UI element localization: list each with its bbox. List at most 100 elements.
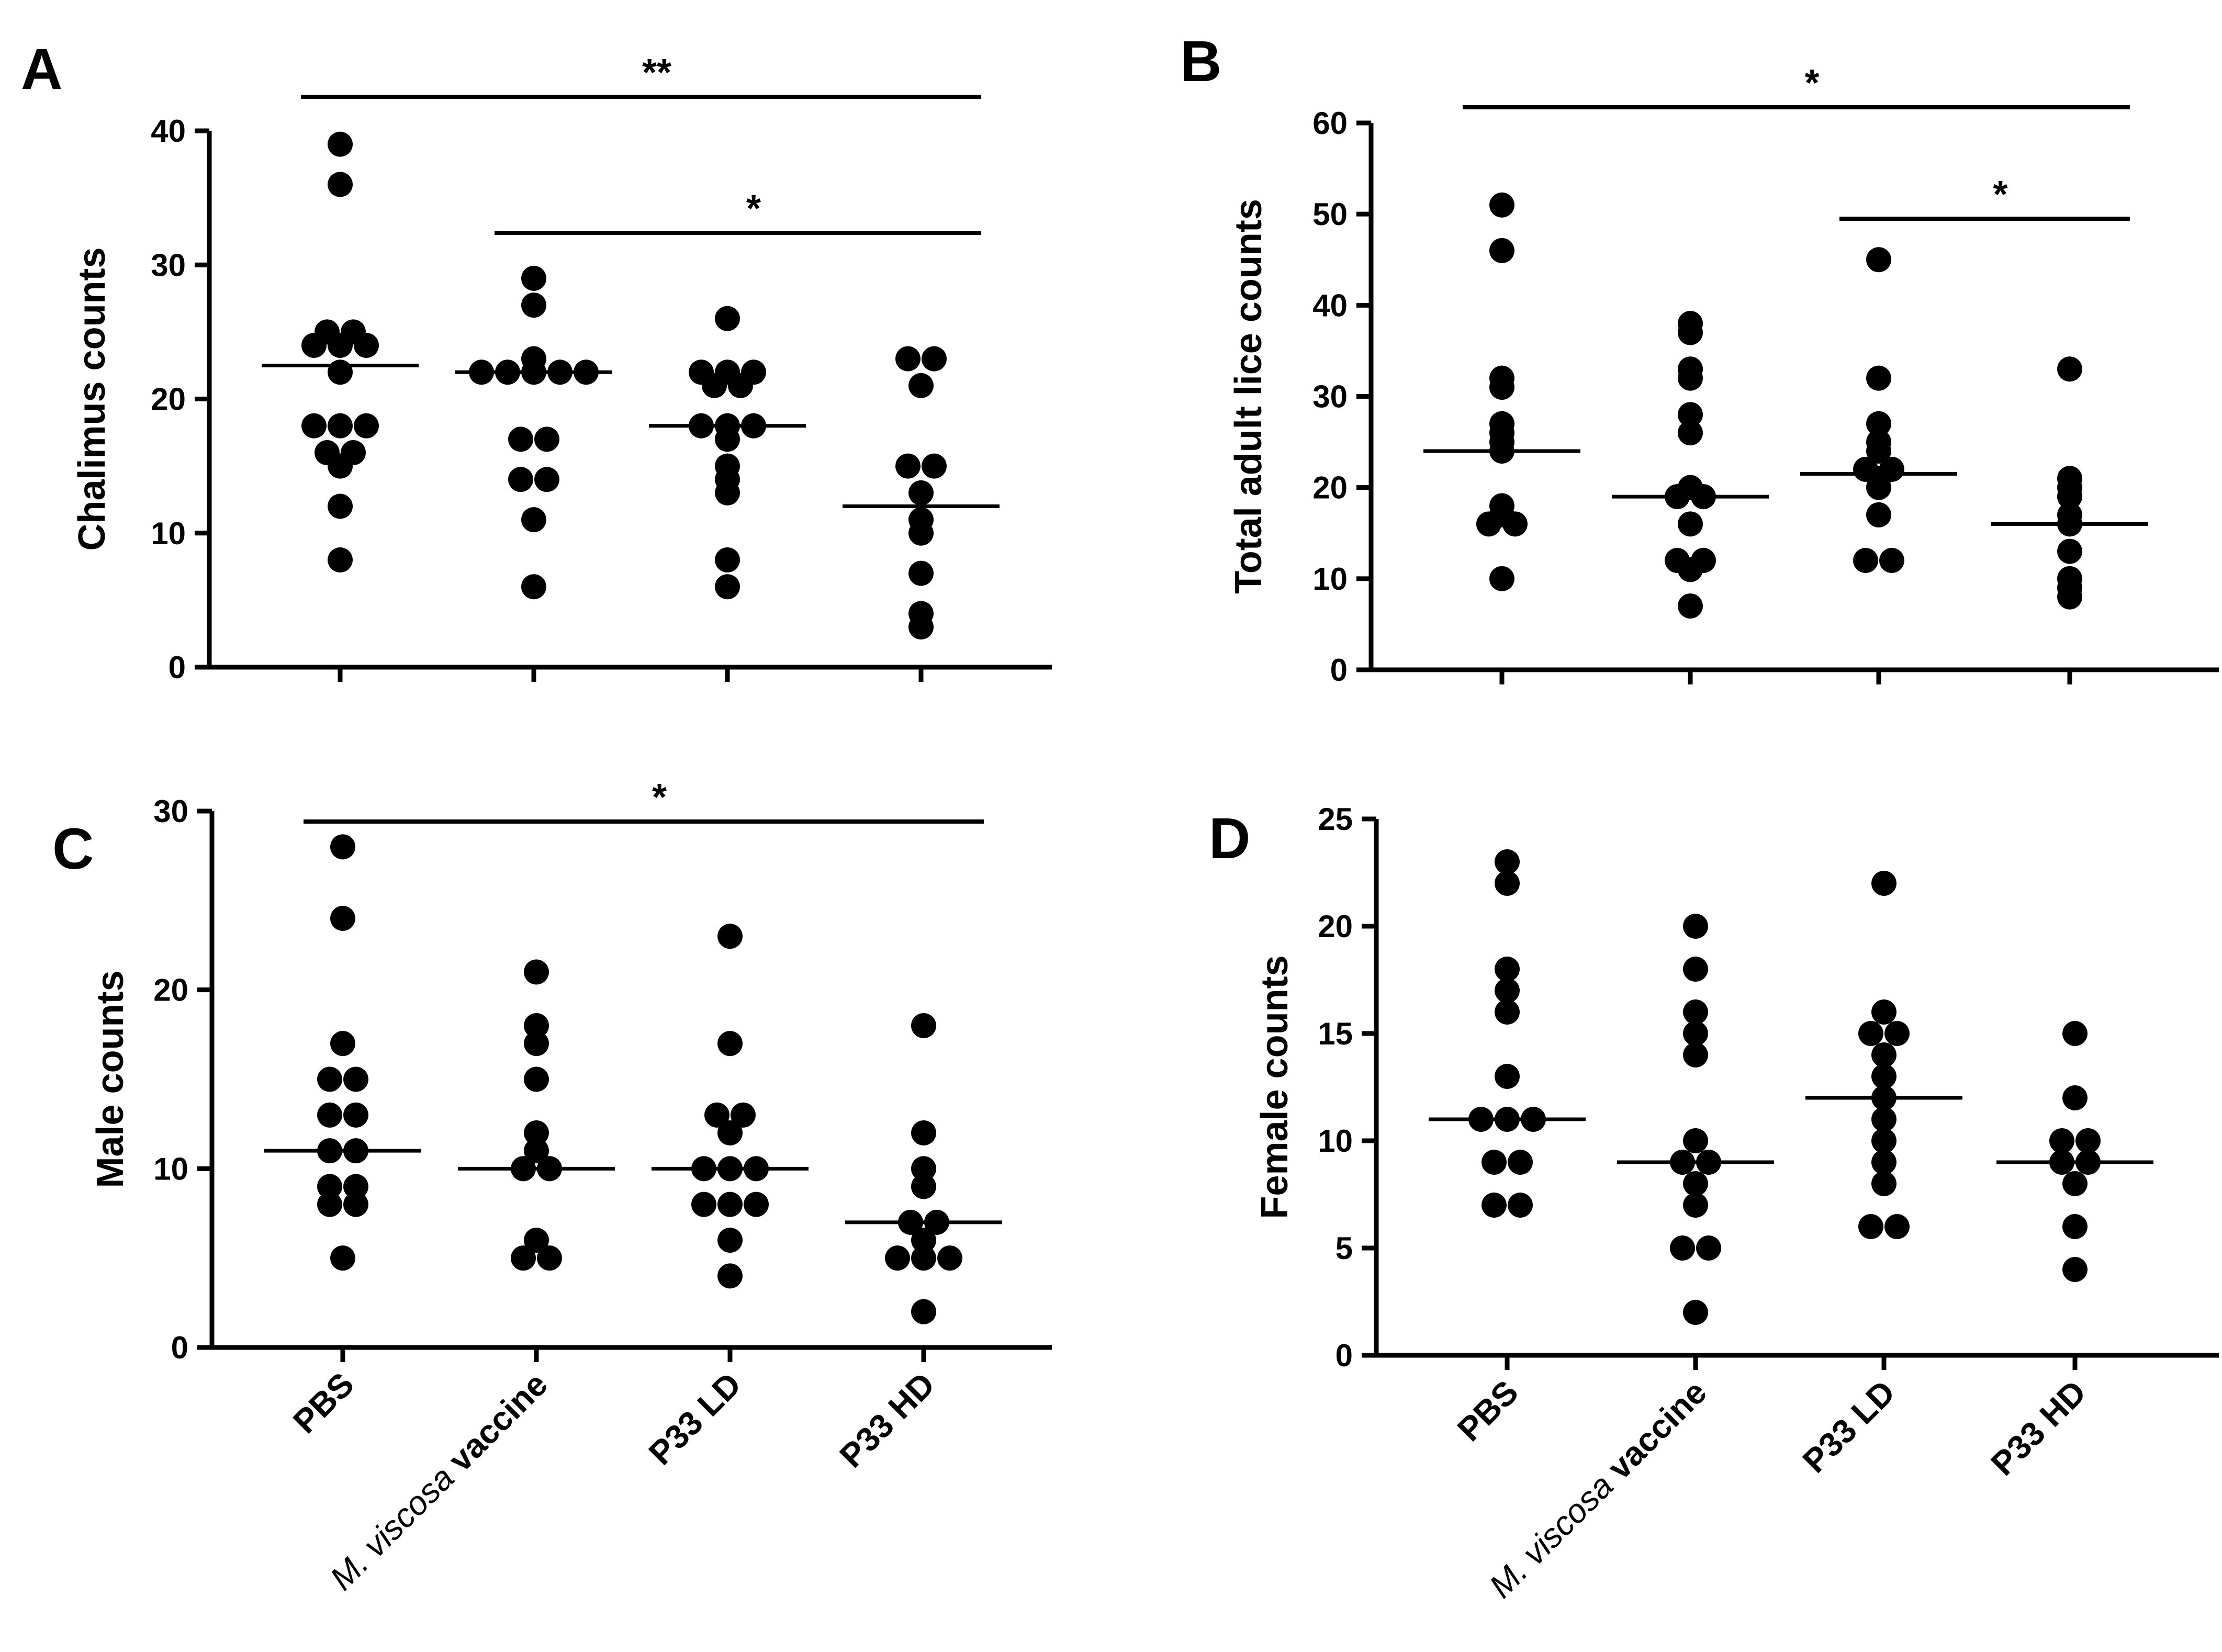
data-point <box>343 1066 368 1092</box>
data-point <box>2049 1128 2074 1153</box>
x-category-label: P33 LD <box>642 1365 748 1472</box>
data-point <box>922 346 947 372</box>
y-axis-title: Total adult lice counts <box>1228 199 1270 594</box>
data-point <box>534 467 559 492</box>
data-point <box>895 453 921 479</box>
y-tick-label: 0 <box>171 1330 188 1365</box>
data-point <box>744 1192 769 1217</box>
data-point <box>1489 493 1514 519</box>
category-label-suffix: vaccine <box>1600 1373 1714 1487</box>
data-point <box>1678 511 1703 537</box>
data-point <box>1871 999 1896 1025</box>
data-point <box>1508 1150 1533 1175</box>
y-tick-label: 60 <box>1312 106 1348 141</box>
y-tick-label: 0 <box>169 650 186 685</box>
data-point <box>717 924 743 949</box>
category-label-suffix: vaccine <box>441 1365 555 1479</box>
data-point <box>717 1228 743 1253</box>
data-point <box>330 906 355 931</box>
data-point <box>908 480 934 505</box>
data-point <box>689 359 714 385</box>
data-point <box>317 1174 342 1199</box>
y-tick-label: 20 <box>153 973 188 1008</box>
data-point <box>328 359 353 385</box>
data-point <box>1678 356 1703 382</box>
data-point <box>1508 1193 1533 1218</box>
data-point <box>704 1102 730 1128</box>
data-point <box>715 547 740 572</box>
data-point <box>1683 999 1708 1025</box>
y-axis-title: Male counts <box>89 970 131 1188</box>
data-point <box>1866 502 1891 527</box>
data-point <box>908 507 934 533</box>
data-point <box>1495 1064 1520 1089</box>
data-point <box>741 359 766 385</box>
data-point <box>1691 548 1716 573</box>
data-point <box>511 1245 536 1271</box>
significance-label: * <box>1993 174 2007 216</box>
data-point <box>715 574 740 600</box>
data-point <box>1495 978 1520 1003</box>
data-point <box>343 1102 368 1128</box>
data-point <box>317 1102 342 1128</box>
y-tick-label: 5 <box>1336 1231 1353 1266</box>
data-point <box>1489 566 1514 591</box>
data-point <box>911 1174 936 1199</box>
data-point <box>911 1013 936 1038</box>
data-point <box>508 426 533 452</box>
x-category-label: P33 HD <box>1984 1373 2093 1482</box>
x-category-label: PBS <box>286 1365 361 1441</box>
data-point <box>2062 1021 2088 1046</box>
y-axis-title: Female counts <box>1254 955 1296 1219</box>
significance-label: * <box>1804 62 1819 104</box>
data-point <box>2062 1257 2088 1282</box>
panel-d: D 0 5 10 15 20 25 Female counts PBS M. viscosa v… <box>1209 802 2219 1605</box>
data-point <box>1866 429 1891 455</box>
data-point <box>317 1192 342 1217</box>
y-tick-label: 30 <box>151 248 186 283</box>
y-tick-label: 10 <box>1318 1123 1353 1159</box>
data-point <box>524 1228 549 1253</box>
data-point <box>1495 957 1520 982</box>
data-point <box>521 574 546 600</box>
data-point <box>911 1228 936 1253</box>
data-point <box>2057 466 2082 491</box>
data-point <box>343 1192 368 1217</box>
data-point <box>1871 1064 1896 1089</box>
data-point <box>937 1245 962 1271</box>
data-point <box>1683 1042 1708 1067</box>
data-point <box>343 1174 368 1199</box>
data-point <box>1871 1042 1896 1067</box>
data-point <box>1866 411 1891 436</box>
data-point <box>922 453 947 479</box>
panel-b: B 0 10 20 30 40 50 60 Total adult lice counts * * <box>1180 29 2219 688</box>
data-point <box>911 1156 936 1182</box>
data-point <box>885 1245 910 1271</box>
data-point <box>2075 1128 2101 1153</box>
data-point <box>1678 402 1703 428</box>
data-point <box>521 293 546 318</box>
data-point <box>1884 1021 1910 1046</box>
data-point <box>524 959 549 985</box>
data-point <box>328 547 353 572</box>
data-point <box>1866 247 1891 273</box>
data-point <box>895 346 921 372</box>
data-point <box>1683 914 1708 939</box>
y-tick-label: 10 <box>151 516 186 551</box>
data-point <box>2062 1171 2088 1196</box>
y-tick-label: 0 <box>1336 1338 1353 1373</box>
panel-c-letter: C <box>52 817 94 881</box>
data-point <box>1678 420 1703 446</box>
data-point <box>1853 548 1878 573</box>
data-point <box>1871 1150 1896 1175</box>
data-point <box>1696 1235 1721 1261</box>
data-point <box>1858 1021 1883 1046</box>
y-tick-label: 40 <box>151 114 186 149</box>
data-point <box>315 319 340 345</box>
data-point <box>328 413 353 439</box>
data-point <box>2062 1214 2088 1239</box>
data-point <box>717 1263 743 1289</box>
